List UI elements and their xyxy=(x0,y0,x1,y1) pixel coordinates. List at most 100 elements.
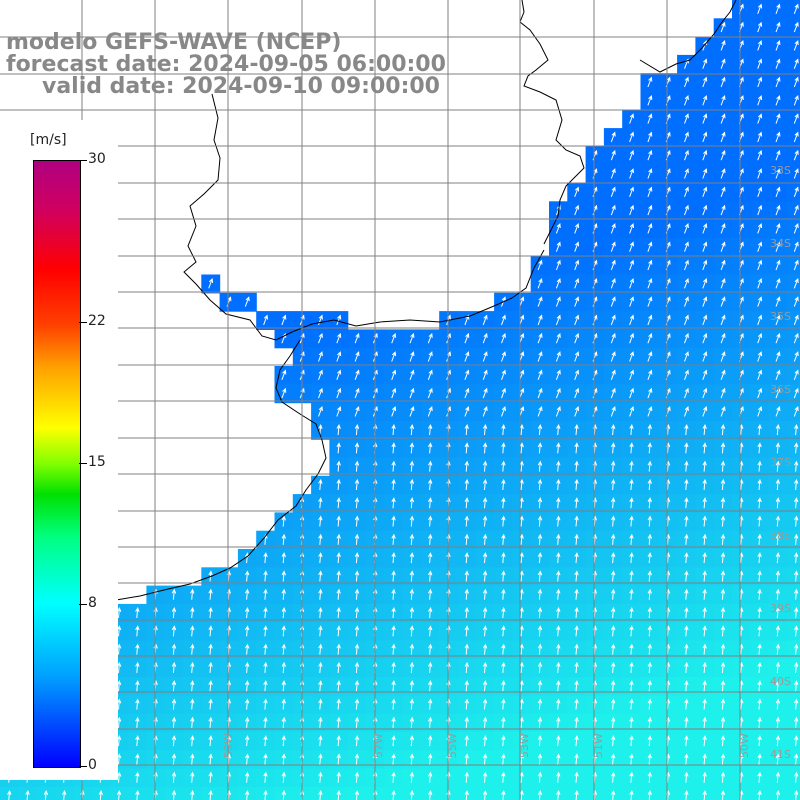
wind-arrow xyxy=(555,223,561,234)
wind-arrow xyxy=(464,369,470,380)
wind-arrow xyxy=(793,351,799,362)
wind-arrow xyxy=(116,606,122,619)
wind-arrow xyxy=(684,168,689,179)
wind-arrow xyxy=(263,698,268,710)
wind-arrow xyxy=(574,369,580,380)
wind-arrow xyxy=(775,515,781,527)
wind-arrow xyxy=(684,789,689,800)
wind-arrow xyxy=(409,716,415,728)
wind-arrow xyxy=(519,735,524,747)
wind-arrow xyxy=(281,552,286,564)
wind-arrow xyxy=(482,369,488,380)
wind-arrow xyxy=(757,570,762,582)
wind-arrow xyxy=(208,753,213,765)
wind-arrow xyxy=(555,351,561,362)
wind-arrow xyxy=(354,442,360,454)
wind-arrow xyxy=(391,716,396,728)
wind-arrow xyxy=(720,625,726,637)
wind-cell xyxy=(786,402,800,422)
wind-arrow xyxy=(574,680,579,692)
wind-arrow xyxy=(574,533,579,545)
wind-arrow xyxy=(354,533,360,545)
wind-arrow xyxy=(116,698,122,710)
wind-arrow xyxy=(775,698,781,710)
wind-arrow xyxy=(647,131,653,143)
wind-arrow xyxy=(208,771,213,783)
wind-cell xyxy=(786,201,800,221)
wind-arrow xyxy=(354,515,360,527)
wind-arrow xyxy=(775,771,781,783)
wind-arrow xyxy=(519,625,524,637)
wind-arrow xyxy=(757,497,762,509)
wind-arrow xyxy=(501,643,506,655)
wind-arrow xyxy=(464,533,469,545)
wind-arrow xyxy=(318,570,323,582)
wind-arrow xyxy=(464,606,469,619)
wind-arrow xyxy=(519,716,524,728)
wind-arrow xyxy=(574,735,579,747)
wind-arrow xyxy=(757,94,763,106)
wind-arrow xyxy=(574,753,579,765)
wind-arrow xyxy=(684,296,689,307)
wind-arrow xyxy=(793,771,799,783)
wind-arrow xyxy=(684,698,689,710)
wind-arrow xyxy=(464,698,469,710)
wind-arrow xyxy=(244,643,250,655)
wind-arrow xyxy=(391,698,396,710)
wind-arrow xyxy=(464,460,469,472)
wind-arrow xyxy=(537,296,543,307)
wind-arrow xyxy=(720,661,726,673)
wind-arrow xyxy=(574,698,579,710)
wind-arrow xyxy=(720,76,726,88)
colorbar-tick xyxy=(79,463,87,464)
wind-arrow xyxy=(171,716,177,728)
wind-arrow xyxy=(135,698,140,710)
wind-arrow xyxy=(720,149,726,161)
wind-arrow xyxy=(574,643,579,655)
wind-arrow xyxy=(793,625,799,637)
title-valid-date: valid date: 2024-09-10 09:00:00 xyxy=(42,74,440,99)
wind-arrow xyxy=(757,168,763,179)
wind-arrow xyxy=(720,753,726,765)
wind-arrow xyxy=(702,442,707,454)
wind-cell xyxy=(786,73,800,93)
wind-arrow xyxy=(647,716,652,728)
wind-arrow xyxy=(574,442,579,454)
wind-arrow xyxy=(574,588,579,600)
wind-arrow xyxy=(793,223,799,234)
wind-arrow xyxy=(757,259,763,271)
wind-arrow xyxy=(190,789,195,800)
wind-arrow xyxy=(263,680,268,692)
wind-arrow xyxy=(482,698,488,710)
wind-arrow xyxy=(555,277,561,289)
wind-arrow xyxy=(354,369,360,380)
colorbar xyxy=(33,160,81,768)
wind-arrow xyxy=(409,625,415,637)
wind-arrow xyxy=(720,296,726,307)
wind-arrow xyxy=(629,259,634,271)
wind-arrow xyxy=(281,570,286,582)
wind-arrow xyxy=(263,552,268,564)
wind-arrow xyxy=(318,351,323,362)
wind-arrow xyxy=(354,478,360,490)
wind-arrow xyxy=(336,332,342,344)
wind-arrow xyxy=(629,625,634,637)
wind-arrow xyxy=(116,771,122,783)
wind-arrow xyxy=(482,406,488,417)
wind-arrow xyxy=(647,497,652,509)
wind-arrow xyxy=(775,643,781,655)
wind-arrow xyxy=(629,296,634,307)
wind-arrow xyxy=(336,716,341,728)
wind-arrow xyxy=(556,533,561,545)
wind-arrow xyxy=(537,661,543,673)
wind-arrow xyxy=(610,387,616,399)
wind-arrow xyxy=(537,387,543,399)
wind-arrow xyxy=(263,771,268,783)
wind-arrow xyxy=(775,478,781,490)
wind-arrow xyxy=(555,387,561,399)
wind-arrow xyxy=(354,460,360,472)
wind-arrow xyxy=(775,296,781,307)
wind-arrow xyxy=(720,40,726,51)
wind-arrow xyxy=(318,314,323,326)
wind-arrow xyxy=(684,387,689,399)
